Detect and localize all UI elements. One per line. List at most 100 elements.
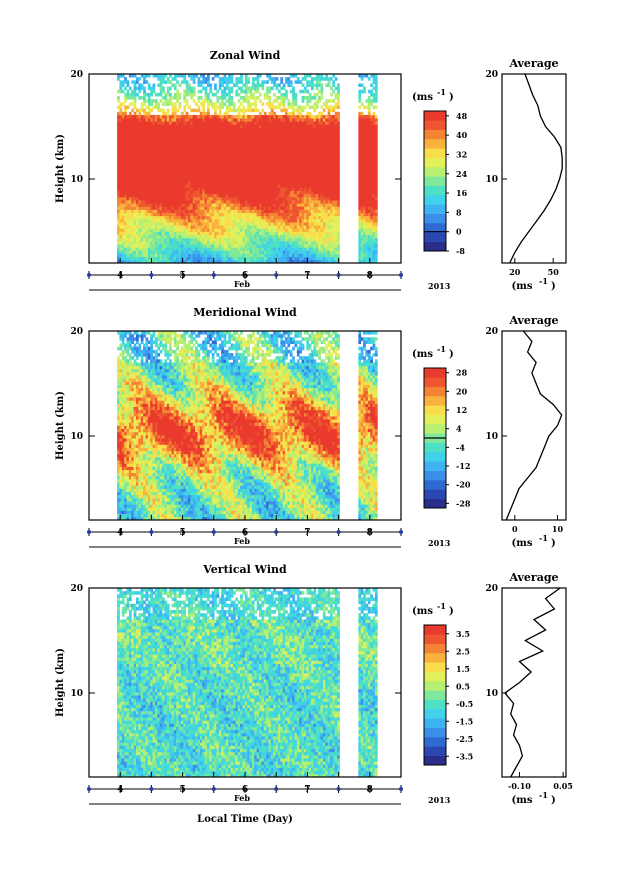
heatmap-cell — [171, 181, 175, 185]
heatmap-cell — [285, 237, 288, 242]
heatmap-cell — [136, 86, 139, 91]
heatmap-cell — [171, 155, 175, 160]
heatmap-cell — [173, 118, 177, 122]
heatmap-cell — [228, 215, 232, 220]
heatmap-cell — [185, 152, 189, 157]
heatmap-cell — [121, 143, 125, 147]
heatmap-cell — [159, 237, 163, 242]
heatmap-cell — [145, 130, 149, 135]
heatmap-cell — [225, 105, 229, 110]
heatmap-cell — [164, 209, 168, 213]
heatmap-cell — [254, 130, 258, 135]
heatmap-cell — [124, 209, 127, 213]
heatmap-cell — [249, 96, 253, 100]
heatmap-cell — [169, 187, 172, 191]
heatmap-cell — [192, 86, 196, 91]
heatmap-cell — [268, 140, 272, 144]
heatmap-cell — [150, 146, 153, 150]
heatmap-cell — [152, 133, 156, 138]
heatmap-cell — [150, 187, 153, 191]
heatmap-cell — [285, 143, 288, 147]
heatmap-cell — [225, 256, 229, 261]
heatmap-cell — [173, 143, 177, 147]
heatmap-cell — [152, 99, 156, 103]
heatmap-cell — [178, 250, 182, 254]
heatmap-cell — [150, 253, 153, 258]
heatmap-cell — [150, 215, 153, 220]
heatmap-cell — [235, 203, 239, 207]
heatmap-cell — [280, 225, 284, 229]
heatmap-cell — [180, 149, 184, 154]
heatmap-cell — [162, 96, 165, 100]
heatmap-cell — [289, 184, 293, 188]
heatmap-cell — [202, 181, 206, 185]
heatmap-cell — [277, 149, 281, 154]
heatmap-cell — [327, 111, 331, 116]
heatmap-cell — [136, 168, 139, 173]
heatmap-cell — [131, 130, 135, 135]
heatmap-cell — [318, 80, 321, 84]
heatmap-cell — [299, 244, 302, 248]
heatmap-cell — [126, 96, 130, 100]
heatmap-cell — [180, 152, 184, 157]
heatmap-cell — [251, 193, 255, 198]
heatmap-cell — [197, 146, 201, 150]
heatmap-cell — [192, 187, 196, 191]
heatmap-cell — [154, 146, 158, 150]
heatmap-cell — [230, 159, 234, 163]
heatmap-cell — [204, 228, 208, 232]
heatmap-cell — [320, 247, 324, 251]
heatmap-cell — [280, 108, 284, 113]
heatmap-cell — [329, 193, 333, 198]
heatmap-cell — [124, 86, 127, 91]
heatmap-cell — [190, 92, 194, 97]
heatmap-cell — [183, 177, 187, 182]
heatmap-cell — [157, 133, 161, 138]
heatmap-cell — [285, 92, 288, 97]
heatmap-cell — [204, 92, 208, 97]
heatmap-cell — [299, 237, 302, 242]
heatmap-cell — [296, 127, 300, 132]
heatmap-cell — [296, 133, 300, 138]
heatmap-cell — [128, 130, 132, 135]
heatmap-cell — [237, 159, 241, 163]
heatmap-cell — [315, 215, 319, 220]
heatmap-cell — [249, 237, 253, 242]
heatmap-cell — [147, 108, 151, 113]
heatmap-cell — [280, 102, 284, 106]
heatmap-cell — [126, 203, 130, 207]
heatmap-cell — [282, 143, 286, 147]
heatmap-cell — [266, 234, 269, 239]
heatmap-cell — [197, 121, 201, 125]
heatmap-cell — [171, 231, 175, 236]
heatmap-cell — [154, 259, 158, 264]
heatmap-cell — [195, 118, 198, 122]
heatmap-cell — [119, 193, 123, 198]
heatmap-cell — [188, 212, 191, 217]
heatmap-cell — [296, 218, 300, 223]
heatmap-cell — [285, 209, 288, 213]
heatmap-cell — [292, 231, 295, 236]
heatmap-cell — [259, 193, 262, 198]
heatmap-cell — [176, 215, 179, 220]
heatmap-cell — [176, 200, 179, 204]
heatmap-cell — [178, 121, 182, 125]
heatmap-cell — [256, 218, 260, 223]
heatmap-cell — [329, 162, 333, 166]
heatmap-cell — [136, 121, 139, 125]
heatmap-cell — [150, 143, 153, 147]
heatmap-cell — [192, 174, 196, 179]
heatmap-cell — [140, 165, 144, 169]
heatmap-cell — [133, 124, 137, 128]
heatmap-cell — [228, 140, 232, 144]
heatmap-cell — [140, 203, 144, 207]
heatmap-cell — [251, 108, 255, 113]
heatmap-cell — [289, 225, 293, 229]
heatmap-cell — [299, 256, 302, 261]
heatmap-cell — [256, 171, 260, 176]
heatmap-cell — [228, 152, 232, 157]
heatmap-cell — [173, 105, 177, 110]
heatmap-cell — [296, 105, 300, 110]
heatmap-cell — [197, 124, 201, 128]
heatmap-cell — [273, 149, 276, 154]
